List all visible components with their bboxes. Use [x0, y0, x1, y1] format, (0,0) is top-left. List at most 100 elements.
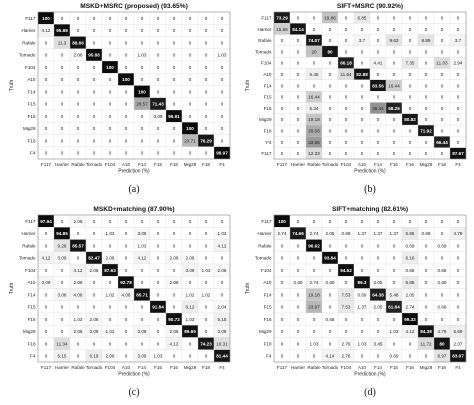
cell-value-label: 0: [45, 317, 48, 322]
cell-value-label: 0: [77, 16, 80, 21]
cell-value-label: 0: [329, 38, 332, 43]
cell-value-label: 0: [297, 341, 300, 346]
cell-value-label: 0: [393, 268, 396, 273]
cell-value-label: 0: [125, 354, 128, 359]
row-tick-label: F16: [28, 114, 36, 119]
cell-value-label: 95.88: [88, 53, 100, 58]
cell-value-label: 1.03: [138, 53, 147, 58]
cell-value-label: 28.57: [136, 102, 148, 107]
cell-value-label: 0: [205, 114, 208, 119]
cell-value-label: 0: [441, 231, 444, 236]
cell-value-label: 0: [61, 114, 64, 119]
cell-value-label: 0: [345, 140, 348, 145]
cell-value-label: 80.82: [404, 117, 416, 122]
cell-value-label: 1.02: [186, 292, 195, 297]
column-tick-label: A10: [358, 162, 367, 167]
cell-value-label: 0: [281, 292, 284, 297]
cell-value-label: 90.72: [168, 317, 180, 322]
cell-value-label: 0: [61, 102, 64, 107]
cell-value-label: 0: [125, 329, 128, 334]
x-axis-label: Prediction (%): [354, 372, 386, 378]
column-tick-label: Harrier: [55, 365, 70, 370]
cell-value-label: 0: [109, 280, 112, 285]
cell-value-label: 0: [393, 140, 396, 145]
cell-value-label: 0: [313, 329, 316, 334]
cell-value-label: 0: [61, 16, 64, 21]
cell-value-label: 0: [297, 140, 300, 145]
cell-value-label: 0: [297, 129, 300, 134]
row-tick-label: Tornado: [255, 256, 272, 261]
cell-value-label: 0: [205, 243, 208, 248]
cell-value-label: 0: [109, 102, 112, 107]
cell-value-label: 83.07: [452, 354, 464, 359]
cell-value-label: 0: [425, 72, 428, 77]
cell-value-label: 0: [393, 151, 396, 156]
cell-value-label: 2.76: [342, 341, 351, 346]
cell-value-label: 0: [189, 243, 192, 248]
cell-value-label: 0: [93, 231, 96, 236]
cell-value-label: 95.88: [56, 28, 68, 33]
cell-value-label: 0: [45, 89, 48, 94]
cell-value-label: 0: [377, 243, 380, 248]
cell-value-label: 66.18: [340, 61, 352, 66]
cell-value-label: 2.06: [74, 329, 83, 334]
cell-value-label: 6.19: [90, 354, 99, 359]
cell-value-label: 0: [457, 280, 460, 285]
cell-value-label: 11.34: [56, 341, 68, 346]
cell-value-label: 1.03: [218, 231, 227, 236]
cell-value-label: 2.06: [186, 256, 195, 261]
cell-value-label: 82.88: [356, 72, 368, 77]
cell-value-label: 0: [345, 27, 348, 32]
cell-value-label: 0: [281, 280, 284, 285]
cell-value-label: 0: [141, 77, 144, 82]
cell-value-label: 0: [457, 292, 460, 297]
row-tick-label: F16: [264, 317, 272, 322]
column-tick-label: F14: [374, 365, 382, 370]
cell-value-label: 0: [173, 138, 176, 143]
cell-value-label: 0: [297, 329, 300, 334]
cell-value-label: 64.38: [372, 292, 384, 297]
chart-title: MSKD+MSRC (proposed) (93.65%): [80, 3, 188, 10]
cell-value-label: 0: [377, 15, 380, 20]
chart-title: SIFT+matching (82.61%): [332, 206, 408, 213]
cell-value-label: 0: [173, 77, 176, 82]
cell-value-label: 11.03: [436, 61, 448, 66]
cell-value-label: 6.85: [406, 280, 415, 285]
cell-value-label: 0: [45, 151, 48, 156]
cell-value-label: 0: [157, 243, 160, 248]
cell-value-label: 88.66: [72, 40, 84, 45]
cell-value-label: 0: [61, 219, 64, 224]
cell-value-label: 0: [125, 268, 128, 273]
cell-value-label: 9.28: [58, 243, 67, 248]
cell-value-label: 0: [377, 49, 380, 54]
cell-value-label: 0: [141, 126, 144, 131]
cell-value-label: 0: [93, 292, 96, 297]
column-tick-label: F14: [374, 162, 382, 167]
cell-value-label: 0: [297, 243, 300, 248]
cell-value-label: 0: [313, 317, 316, 322]
column-tick-label: F104: [341, 162, 352, 167]
cell-value-label: 0: [141, 219, 144, 224]
cell-value-label: 0: [189, 219, 192, 224]
row-tick-label: Mig29: [23, 126, 36, 131]
cell-value-label: 11.64: [340, 72, 352, 77]
cell-value-label: 0: [205, 65, 208, 70]
cell-value-label: 0: [189, 53, 192, 58]
column-tick-label: F16: [170, 365, 178, 370]
cell-value-label: 0: [125, 28, 128, 33]
row-tick-label: F104: [25, 268, 36, 273]
column-tick-label: Mig29: [184, 365, 197, 370]
cell-value-label: 0: [205, 28, 208, 33]
column-tick-label: F117: [41, 365, 52, 370]
row-tick-label: F104: [261, 61, 272, 66]
cell-value-label: 0.69: [438, 280, 447, 285]
cell-value-label: 0: [157, 256, 160, 261]
cell-value-label: 0: [221, 40, 224, 45]
confusion-matrix-panel: MSKD+matching (87.90%) 97.94 0 2.06 0 0 0 0 0 0 0 0…: [9, 206, 231, 398]
cell-value-label: 99.32: [404, 317, 416, 322]
cell-value-label: 0: [109, 341, 112, 346]
cell-value-label: 0: [93, 151, 96, 156]
cell-value-label: 28.08: [308, 129, 320, 134]
cell-value-label: 0: [377, 329, 380, 334]
cell-value-label: 0: [189, 151, 192, 156]
